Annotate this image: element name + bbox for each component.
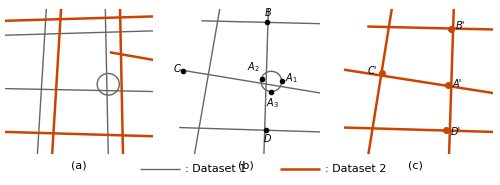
Text: A': A' xyxy=(452,79,462,89)
Text: $A_1$: $A_1$ xyxy=(286,72,298,85)
Text: C': C' xyxy=(368,65,377,76)
Text: D: D xyxy=(264,134,272,144)
Text: B: B xyxy=(265,8,272,18)
Text: : Dataset 2: : Dataset 2 xyxy=(325,164,386,174)
Text: $A_2$: $A_2$ xyxy=(247,60,260,74)
Text: : Dataset 1: : Dataset 1 xyxy=(185,164,246,174)
Text: D': D' xyxy=(450,127,461,137)
Text: (a): (a) xyxy=(71,161,86,171)
Text: C: C xyxy=(173,64,180,74)
Text: $A_3$: $A_3$ xyxy=(266,96,278,110)
Text: (b): (b) xyxy=(238,161,254,171)
Text: B': B' xyxy=(456,21,466,31)
Text: (c): (c) xyxy=(408,161,422,171)
